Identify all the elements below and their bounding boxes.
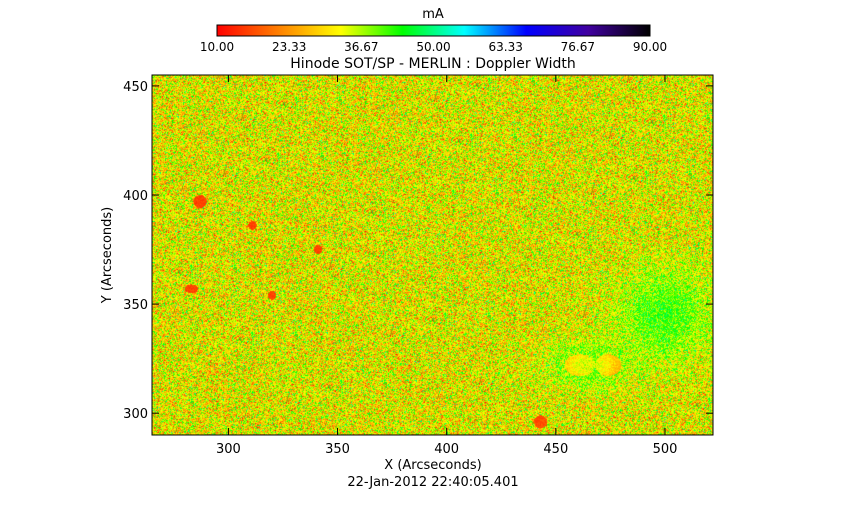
plot-area: 300 350 400 450 500 300 350 400 450 bbox=[123, 74, 714, 457]
chart-title: Hinode SOT/SP - MERLIN : Doppler Width bbox=[290, 56, 575, 72]
x-tick-label: 450 bbox=[543, 442, 568, 457]
x-tick-label: 500 bbox=[653, 442, 678, 457]
plot-frame bbox=[151, 74, 714, 436]
colorbar: mA 10.00 23.33 36.67 50.00 63.33 76.67 90.00 bbox=[200, 7, 667, 54]
colorbar-unit: mA bbox=[422, 7, 444, 22]
timestamp: 22-Jan-2012 22:40:05.401 bbox=[347, 475, 518, 490]
y-tick-label: 350 bbox=[123, 298, 148, 313]
x-axis-label: X (Arcseconds) bbox=[384, 458, 481, 473]
y-tick-label: 400 bbox=[123, 189, 148, 204]
colorbar-tick-labels: 10.00 23.33 36.67 50.00 63.33 76.67 90.00 bbox=[200, 40, 667, 54]
colorbar-tick-label: 50.00 bbox=[416, 40, 450, 54]
colorbar-tick-label: 23.33 bbox=[272, 40, 306, 54]
colorbar-tick-label: 63.33 bbox=[488, 40, 522, 54]
y-tick-label: 450 bbox=[123, 80, 148, 95]
colorbar-tick-label: 90.00 bbox=[633, 40, 667, 54]
y-axis-ticks: 300 350 400 450 bbox=[123, 80, 713, 422]
x-tick-label: 300 bbox=[216, 442, 241, 457]
x-tick-label: 400 bbox=[434, 442, 459, 457]
colorbar-tick-label: 76.67 bbox=[561, 40, 595, 54]
colorbar-tick-label: 36.67 bbox=[344, 40, 378, 54]
y-tick-label: 300 bbox=[123, 407, 148, 422]
y-axis-label: Y (Arcseconds) bbox=[100, 207, 115, 304]
x-tick-label: 350 bbox=[325, 442, 350, 457]
doppler-width-heatmap bbox=[152, 75, 713, 435]
x-axis-ticks: 300 350 400 450 500 bbox=[216, 75, 677, 457]
colorbar-gradient bbox=[216, 24, 651, 37]
colorbar-tick-label: 10.00 bbox=[200, 40, 234, 54]
